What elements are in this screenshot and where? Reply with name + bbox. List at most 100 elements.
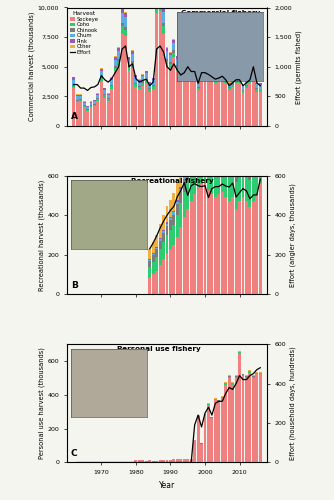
Bar	[245, 202, 248, 294]
Bar	[186, 48, 189, 51]
Bar	[248, 373, 252, 462]
Bar	[190, 124, 193, 152]
Bar	[90, 105, 93, 106]
Bar	[200, 444, 203, 462]
Bar	[252, 66, 255, 126]
Bar	[76, 100, 78, 102]
Bar	[114, 57, 117, 59]
Bar	[234, 168, 237, 181]
Bar	[166, 460, 168, 462]
Bar	[224, 150, 227, 154]
Bar	[241, 374, 244, 375]
Bar	[134, 75, 137, 77]
Bar	[172, 42, 175, 50]
Bar	[169, 64, 172, 68]
Bar	[110, 80, 113, 85]
Bar	[221, 396, 224, 397]
Bar	[100, 78, 103, 81]
Bar	[221, 74, 224, 78]
Bar	[179, 227, 182, 294]
Text: Personal use fishery: Personal use fishery	[117, 346, 201, 352]
Bar	[172, 211, 175, 212]
Bar	[200, 129, 203, 133]
Bar	[190, 59, 193, 65]
Bar	[193, 60, 196, 65]
Bar	[238, 354, 241, 463]
Bar	[172, 245, 175, 294]
Bar	[176, 204, 179, 216]
Bar	[176, 66, 179, 68]
Bar	[152, 78, 155, 80]
Bar	[252, 376, 255, 378]
Bar	[176, 68, 179, 71]
Bar	[210, 148, 213, 163]
Bar	[234, 76, 237, 80]
Bar	[166, 48, 168, 51]
Bar	[252, 159, 255, 173]
Bar	[183, 174, 186, 176]
Bar	[228, 154, 231, 156]
Bar	[203, 184, 206, 294]
Bar	[221, 192, 224, 294]
Bar	[93, 106, 96, 126]
Bar	[134, 87, 137, 126]
Bar	[245, 173, 248, 202]
Bar	[234, 73, 237, 74]
Bar	[197, 82, 199, 83]
Bar	[107, 94, 110, 95]
Bar	[114, 56, 117, 57]
Bar	[166, 226, 168, 235]
Bar	[193, 140, 196, 143]
Bar	[200, 149, 203, 184]
Bar	[72, 77, 75, 78]
Bar	[234, 378, 237, 462]
Bar	[100, 81, 103, 126]
Bar	[82, 107, 86, 126]
Bar	[162, 233, 165, 242]
Bar	[152, 254, 155, 262]
Bar	[169, 68, 172, 126]
Bar	[221, 160, 224, 192]
Bar	[217, 148, 220, 163]
Bar	[207, 72, 210, 73]
Bar	[231, 383, 234, 384]
Bar	[162, 258, 165, 294]
Bar	[200, 63, 203, 65]
Bar	[256, 372, 258, 373]
Bar	[210, 77, 213, 80]
Text: Recreational fishery: Recreational fishery	[131, 178, 213, 184]
Bar	[141, 82, 144, 86]
Bar	[152, 274, 155, 294]
Bar	[193, 194, 196, 294]
Bar	[183, 66, 186, 68]
Bar	[241, 168, 244, 198]
Bar	[131, 63, 134, 68]
Bar	[82, 102, 86, 103]
Bar	[148, 278, 151, 294]
Bar	[103, 90, 106, 94]
X-axis label: Year: Year	[159, 480, 175, 490]
Bar	[248, 371, 252, 372]
Bar	[72, 78, 75, 80]
Bar	[259, 372, 262, 373]
Bar	[193, 56, 196, 57]
Bar	[256, 152, 258, 166]
Bar	[159, 264, 162, 294]
Bar	[121, 26, 124, 34]
Bar	[197, 87, 199, 88]
Bar	[179, 192, 182, 203]
Bar	[190, 65, 193, 66]
Bar	[217, 400, 220, 402]
Bar	[193, 111, 196, 140]
Bar	[210, 114, 213, 142]
Bar	[241, 198, 244, 294]
Bar	[221, 72, 224, 74]
Bar	[238, 173, 241, 202]
Bar	[166, 206, 168, 222]
Bar	[221, 68, 224, 72]
Bar	[214, 84, 217, 126]
Bar	[203, 61, 206, 62]
Bar	[245, 159, 248, 173]
Bar	[152, 80, 155, 85]
Bar	[238, 73, 241, 74]
